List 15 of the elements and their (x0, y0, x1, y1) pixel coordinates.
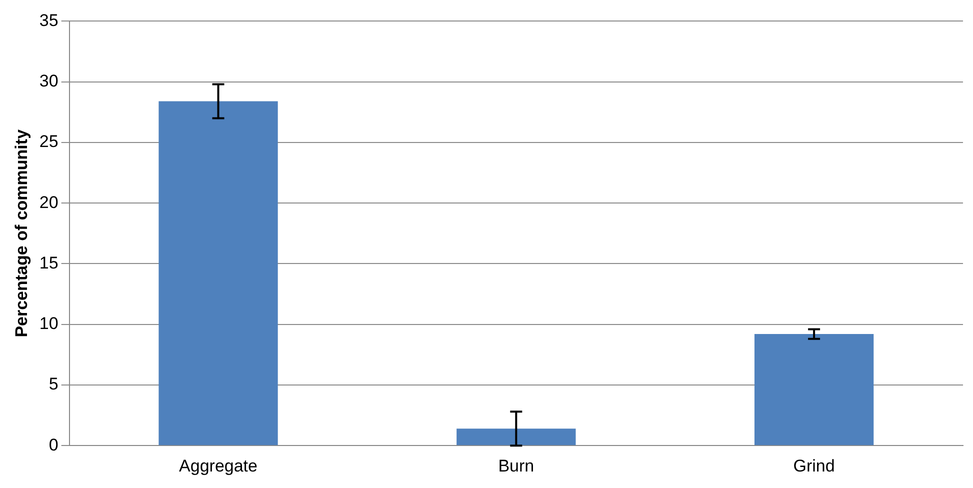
y-axis-title: Percentage of community (12, 128, 31, 338)
bar (456, 428, 576, 446)
y-tick-label: 35 (39, 10, 58, 30)
y-tick-label: 5 (48, 374, 58, 394)
y-tick-label: 30 (39, 72, 58, 91)
y-tick-label: 10 (39, 314, 58, 334)
x-tick-label: Grind (793, 456, 835, 476)
bar (158, 101, 278, 446)
y-tick-label: 0 (48, 435, 58, 454)
bar (754, 334, 874, 446)
y-tick-label: 25 (39, 132, 58, 152)
y-tick-label: 20 (39, 192, 58, 212)
x-tick-label: Burn (498, 456, 534, 476)
y-tick-label: 15 (39, 253, 58, 272)
x-tick-label: Aggregate (179, 456, 258, 476)
